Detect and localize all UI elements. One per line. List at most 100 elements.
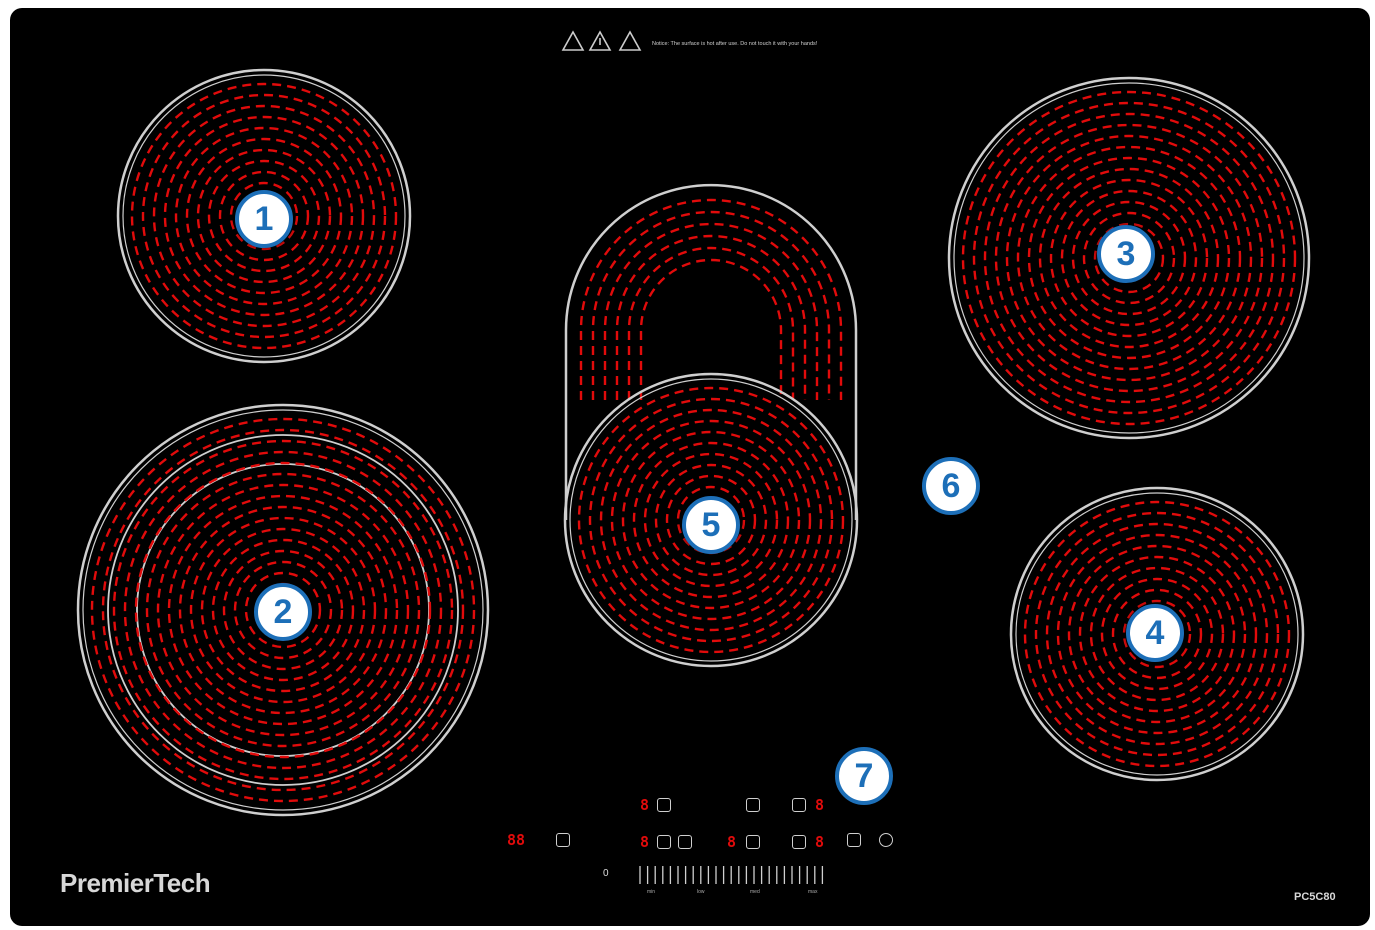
zone-display-center: 8 <box>727 833 737 851</box>
zone-4-coil <box>1034 511 1280 757</box>
zone-key-rear-left[interactable] <box>657 798 671 812</box>
zone-5-circle-ring <box>563 372 859 668</box>
timer-key[interactable] <box>556 833 570 847</box>
cooktop-glass <box>10 8 1370 926</box>
zone-3-coil <box>1005 134 1253 382</box>
zone-2-ring <box>76 403 490 817</box>
zone-key-front-left[interactable] <box>657 835 671 849</box>
zone-5-oval-coil <box>615 234 807 400</box>
power-slider[interactable] <box>639 866 824 884</box>
zone-key-rear-right[interactable] <box>792 798 806 812</box>
slider-label-low: low <box>697 889 705 895</box>
warning-icons <box>561 30 642 51</box>
zone-1-coil <box>130 82 398 350</box>
zone-1-ring <box>116 68 412 364</box>
zone-5-circle-coil <box>632 441 790 599</box>
zone-2-coil <box>123 450 443 770</box>
zone-4-coil <box>1023 500 1291 768</box>
zone-badge-7[interactable]: 7 <box>835 747 893 805</box>
model-number: PC5C80 <box>1294 891 1336 903</box>
zone-5-circle-inner-ring <box>569 378 853 662</box>
caution-icon <box>588 30 612 51</box>
zone-2-coil <box>178 505 388 715</box>
zone-2-coil <box>167 494 399 726</box>
zone-5-oval-coil <box>579 198 843 400</box>
zone-5-oval-coil <box>627 246 795 400</box>
zone-4-coil <box>1045 522 1269 746</box>
zone-4-coil <box>1067 544 1247 724</box>
slider-label-max: max <box>808 889 818 895</box>
zone-4-coil <box>1078 555 1236 713</box>
zone-2-coil <box>222 549 344 671</box>
bridge-zone-key[interactable] <box>678 835 692 849</box>
zone-1-coil <box>141 93 387 339</box>
zone-1-inner-ring <box>122 74 406 358</box>
zone-5-oval-coil <box>591 210 831 400</box>
zone-5-circle-coil <box>588 397 834 643</box>
zone-3-coil <box>1049 178 1209 338</box>
zone-1-coil <box>207 159 321 273</box>
zone-display-rear-left: 8 <box>640 796 650 814</box>
zone-badge-1[interactable]: 1 <box>235 190 293 248</box>
zone-badge-4[interactable]: 4 <box>1126 604 1184 662</box>
zone-1-coil <box>218 170 310 262</box>
cooking-zones <box>76 68 1311 817</box>
lock-key[interactable] <box>847 833 861 847</box>
zone-4-coil <box>1111 588 1203 680</box>
zone-5-circle-coil <box>643 452 779 588</box>
zone-4-coil <box>1122 599 1192 669</box>
zone-1-coil <box>196 148 332 284</box>
zone-3-coil <box>1082 211 1176 305</box>
zone-2-coil <box>156 483 410 737</box>
zone-badge-2[interactable]: 2 <box>254 583 312 641</box>
zone-3-coil <box>1038 167 1220 349</box>
zone-1-coil <box>163 115 365 317</box>
zone-3-coil <box>1016 145 1242 371</box>
zone-badge-6[interactable]: 6 <box>922 457 980 515</box>
zone-display-front-right: 8 <box>815 833 825 851</box>
zone-3-coil <box>983 112 1275 404</box>
zone-2-coil <box>189 516 377 704</box>
zone-key-front-right[interactable] <box>792 835 806 849</box>
zone-1-coil <box>152 104 376 328</box>
zone-3-coil <box>994 123 1264 393</box>
zone-5-circle-coil <box>665 474 757 566</box>
hot-surface-warning-icon <box>561 30 585 51</box>
zone-2-coil <box>90 417 476 803</box>
zone-4-coil <box>1100 577 1214 691</box>
zone-4-coil <box>1056 533 1258 735</box>
zone-badge-3[interactable]: 3 <box>1097 225 1155 283</box>
zone-2-ring-0 <box>107 434 459 786</box>
safety-notice: Notice: The surface is hot after use. Do… <box>652 41 818 47</box>
zone-2-coil <box>244 571 322 649</box>
brand-logo: PremierTech <box>60 868 211 898</box>
zone-3-coil <box>972 101 1286 415</box>
zone-5-circle-coil <box>599 408 823 632</box>
zone-3-coil <box>1093 222 1165 294</box>
slider-label-med: med <box>750 889 760 895</box>
zone-badge-5[interactable]: 5 <box>682 496 740 554</box>
zone-4-coil <box>1089 566 1225 702</box>
zone-3-coil <box>1060 189 1198 327</box>
zone-2-coil <box>211 538 355 682</box>
power-key[interactable] <box>879 833 893 847</box>
zone-2-coil <box>134 461 432 759</box>
zone-3-coil <box>1071 200 1187 316</box>
keep-warm-key[interactable] <box>746 798 760 812</box>
zone-2-coil <box>112 439 454 781</box>
zone-3-inner-ring <box>953 82 1305 434</box>
zone-3-coil <box>961 90 1297 426</box>
zone-5-circle-coil <box>610 419 812 621</box>
zone-2-coil <box>145 472 421 748</box>
zone-3-coil <box>1027 156 1231 360</box>
child-warning-icon <box>618 30 642 51</box>
zone-5-oval-coil <box>639 258 783 400</box>
zone-display-rear-right: 8 <box>815 796 825 814</box>
zone-1-coil <box>174 126 354 306</box>
zone-4-inner-ring <box>1015 492 1299 776</box>
zone-5-circle-coil <box>621 430 801 610</box>
zone-1-coil <box>185 137 343 295</box>
zone-2-coil <box>101 428 465 792</box>
zone-key-center[interactable] <box>746 835 760 849</box>
